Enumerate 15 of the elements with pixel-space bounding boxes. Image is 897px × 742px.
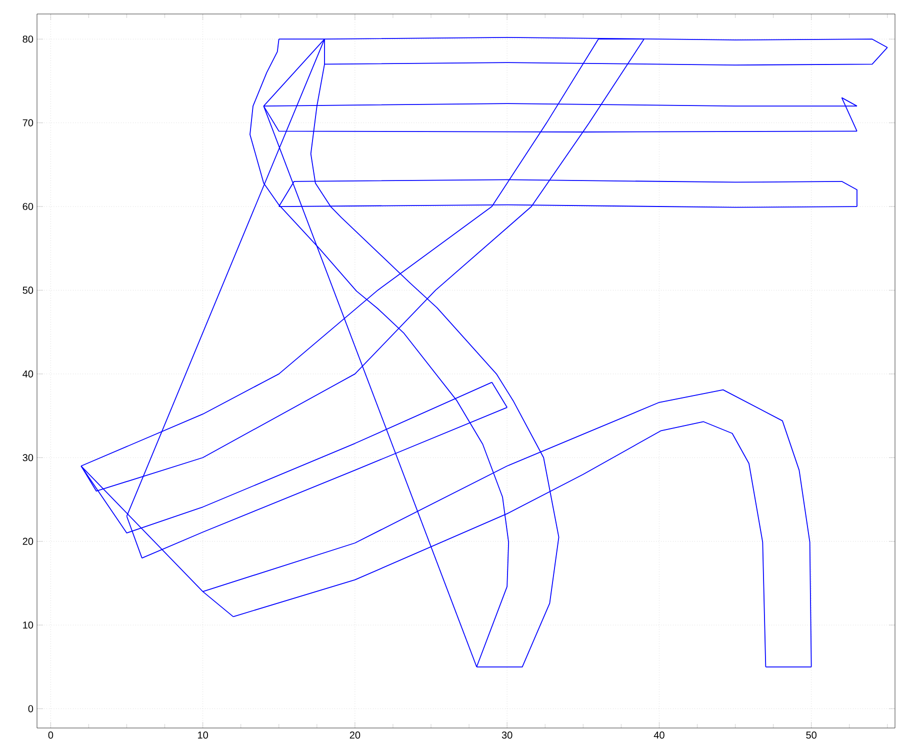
y-tick-label: 80: [22, 36, 34, 43]
x-tick-label: 40: [654, 732, 664, 739]
y-tick-label: 50: [22, 286, 34, 294]
y-tick-label: 30: [22, 454, 34, 462]
y-tick-label: 40: [22, 370, 34, 378]
y-tick-label: 60: [22, 202, 34, 210]
x-tick-label: 10: [198, 732, 208, 739]
x-tick-label: 0: [48, 732, 54, 739]
y-tick-label: 10: [23, 622, 34, 629]
x-tick-label: 20: [350, 732, 360, 739]
y-tick-label: 20: [22, 538, 34, 545]
y-tick-label: 70: [22, 119, 34, 126]
x-tick-label: 30: [502, 732, 512, 739]
y-tick-label: 0: [28, 705, 34, 712]
x-tick-label: 50: [806, 732, 817, 739]
